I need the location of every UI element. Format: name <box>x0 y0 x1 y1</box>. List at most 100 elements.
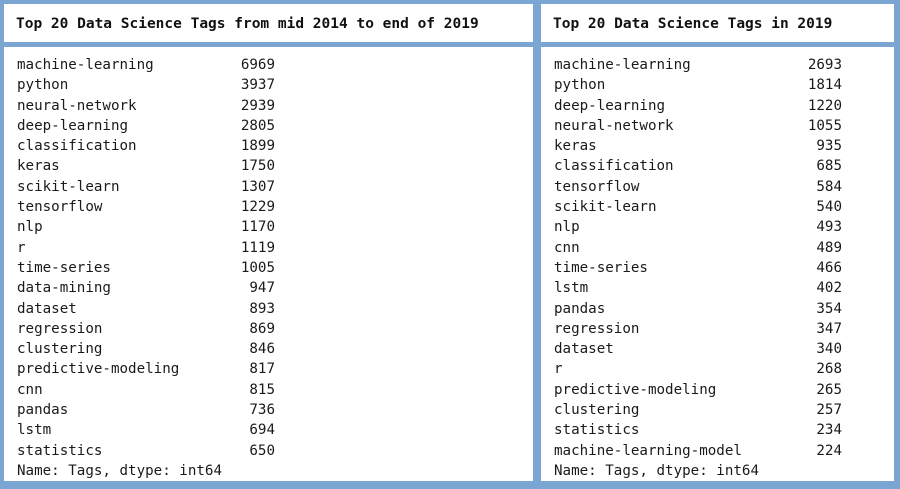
table-row: machine-learning 6969 <box>17 55 533 75</box>
tag-name: machine-learning <box>554 57 691 73</box>
tag-count: 584 <box>816 178 842 195</box>
tag-name: machine-learning <box>17 57 154 73</box>
tag-count: 2939 <box>240 97 275 114</box>
tag-count: 650 <box>249 442 275 459</box>
tag-name: tensorflow <box>554 178 640 195</box>
tag-name: regression <box>554 320 640 337</box>
table-row: scikit-learn 1307 <box>17 177 533 197</box>
tag-count: 1307 <box>240 178 275 195</box>
tag-name: predictive-modeling <box>17 361 180 378</box>
table-row: lstm 694 <box>17 420 533 440</box>
tag-count: 489 <box>816 239 842 256</box>
tag-name: statistics <box>17 442 103 459</box>
tag-name: tensorflow <box>17 199 103 216</box>
tag-name: classification <box>554 158 674 175</box>
tag-name: neural-network <box>554 117 674 134</box>
table-row: scikit-learn 540 <box>554 197 894 217</box>
left-tag-list: machine-learning 6969 python 3937 neural-net… <box>17 55 533 481</box>
tag-name: deep-learning <box>554 97 666 114</box>
tag-count: 1814 <box>807 77 842 94</box>
tag-name: python <box>554 77 606 94</box>
tag-count: 224 <box>816 442 842 459</box>
table-row: predictive-modeling 265 <box>554 380 894 400</box>
tag-count: 354 <box>816 300 842 317</box>
tag-name: nlp <box>554 219 580 236</box>
table-row: classification 1899 <box>17 136 533 156</box>
table-row: dataset 893 <box>17 299 533 319</box>
tag-count: 869 <box>249 320 275 337</box>
left-panel: Top 20 Data Science Tags from mid 2014 t… <box>4 4 533 481</box>
table-row: machine-learning 2693 <box>554 55 894 75</box>
right-panel-title: Top 20 Data Science Tags in 2019 <box>553 16 833 32</box>
table-row: neural-network 1055 <box>554 116 894 136</box>
tag-count: 694 <box>249 422 275 439</box>
tag-name: lstm <box>17 422 52 439</box>
tag-count: 935 <box>816 138 842 155</box>
table-row: nlp 493 <box>554 217 894 237</box>
tag-name: r <box>554 361 563 378</box>
table-row: cnn 489 <box>554 238 894 258</box>
tag-count: 340 <box>816 341 842 358</box>
table-row: deep-learning 2805 <box>17 116 533 136</box>
table-row: clustering 846 <box>17 339 533 359</box>
tag-name: cnn <box>554 239 580 256</box>
right-panel-divider <box>541 42 894 47</box>
table-row: pandas 354 <box>554 299 894 319</box>
tag-count: 234 <box>816 422 842 439</box>
tag-name: machine-learning-model <box>554 442 742 459</box>
table-row: r 268 <box>554 359 894 379</box>
table-row: r 1119 <box>17 238 533 258</box>
tag-count: 893 <box>249 300 275 317</box>
table-row: statistics 650 <box>17 441 533 461</box>
tag-count: 1055 <box>807 117 842 134</box>
tag-name: data-mining <box>17 280 111 297</box>
tag-name: python <box>17 77 69 94</box>
left-panel-title: Top 20 Data Science Tags from mid 2014 t… <box>16 16 479 32</box>
tag-count: 540 <box>816 199 842 216</box>
tag-name: dataset <box>554 341 614 358</box>
table-row: regression 347 <box>554 319 894 339</box>
table-row: data-mining 947 <box>17 278 533 298</box>
tag-count: 815 <box>249 381 275 398</box>
tag-name: lstm <box>554 280 589 297</box>
right-tag-list: machine-learning 2693 python 1814 deep-learn… <box>554 55 894 481</box>
tag-count: 1229 <box>240 199 275 216</box>
series-footer: Name: Tags, dtype: int64 <box>17 462 222 479</box>
tag-name: keras <box>17 158 60 175</box>
tag-name: scikit-learn <box>17 178 120 195</box>
table-row: machine-learning-model 224 <box>554 441 894 461</box>
tag-count: 947 <box>249 280 275 297</box>
tag-count: 736 <box>249 402 275 419</box>
table-row: clustering 257 <box>554 400 894 420</box>
tag-count: 2693 <box>807 57 842 73</box>
table-row: tensorflow 584 <box>554 177 894 197</box>
tag-name: r <box>17 239 26 256</box>
tag-name: clustering <box>554 402 640 419</box>
table-row: tensorflow 1229 <box>17 197 533 217</box>
table-row: python 1814 <box>554 75 894 95</box>
tag-name: predictive-modeling <box>554 381 717 398</box>
table-row: classification 685 <box>554 156 894 176</box>
tag-count: 685 <box>816 158 842 175</box>
tag-count: 6969 <box>240 57 275 73</box>
right-panel: Top 20 Data Science Tags in 2019 machine… <box>541 4 894 481</box>
series-footer: Name: Tags, dtype: int64 <box>554 462 759 479</box>
table-row: dataset 340 <box>554 339 894 359</box>
tag-name: time-series <box>17 259 111 276</box>
tag-count: 3937 <box>240 77 275 94</box>
tag-name: regression <box>17 320 103 337</box>
tag-name: neural-network <box>17 97 137 114</box>
table-row: pandas 736 <box>17 400 533 420</box>
table-row: neural-network 2939 <box>17 96 533 116</box>
tag-name: cnn <box>17 381 43 398</box>
tag-name: scikit-learn <box>554 199 657 216</box>
tag-name: deep-learning <box>17 117 129 134</box>
tag-count: 1750 <box>240 158 275 175</box>
table-row: keras 1750 <box>17 156 533 176</box>
tag-count: 2805 <box>240 117 275 134</box>
tag-name: classification <box>17 138 137 155</box>
table-row: nlp 1170 <box>17 217 533 237</box>
tag-count: 493 <box>816 219 842 236</box>
left-panel-divider <box>4 42 533 47</box>
tag-count: 817 <box>249 361 275 378</box>
